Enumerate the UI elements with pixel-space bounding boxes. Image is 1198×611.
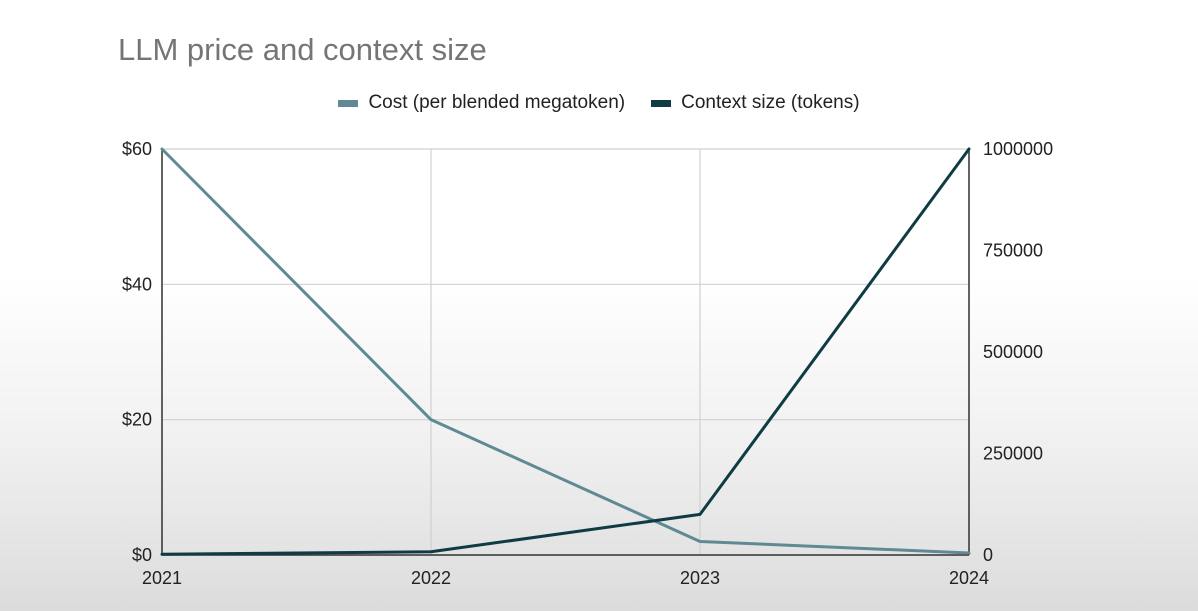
- y-left-tick-label: $0: [132, 545, 152, 565]
- legend-item-context: Context size (tokens): [651, 92, 860, 114]
- y-left-tick-label: $20: [122, 410, 152, 430]
- x-tick-label: 2022: [411, 568, 451, 588]
- legend-swatch-cost: [338, 99, 359, 107]
- legend-label-context: Context size (tokens): [681, 92, 860, 113]
- y-right-tick-label: 500000: [983, 342, 1043, 362]
- y-right-tick-label: 250000: [983, 444, 1043, 464]
- chart-legend: Cost (per blended megatoken) Context siz…: [0, 92, 1198, 114]
- legend-swatch-context: [651, 99, 672, 107]
- y-right-tick-label: 0: [983, 545, 993, 565]
- x-tick-label: 2024: [949, 568, 989, 588]
- y-right-tick-label: 1000000: [983, 139, 1053, 159]
- series-line-context: [160, 147, 971, 556]
- series-line-cost: [160, 147, 971, 555]
- y-right-tick-label: 750000: [983, 241, 1043, 261]
- legend-label-cost: Cost (per blended megatoken): [368, 92, 626, 113]
- chart-title: LLM price and context size: [118, 32, 487, 67]
- y-left-tick-label: $40: [122, 274, 152, 294]
- legend-item-cost: Cost (per blended megatoken): [338, 92, 625, 114]
- y-left-tick-label: $60: [122, 139, 152, 159]
- x-tick-label: 2021: [142, 568, 182, 588]
- x-tick-label: 2023: [680, 568, 720, 588]
